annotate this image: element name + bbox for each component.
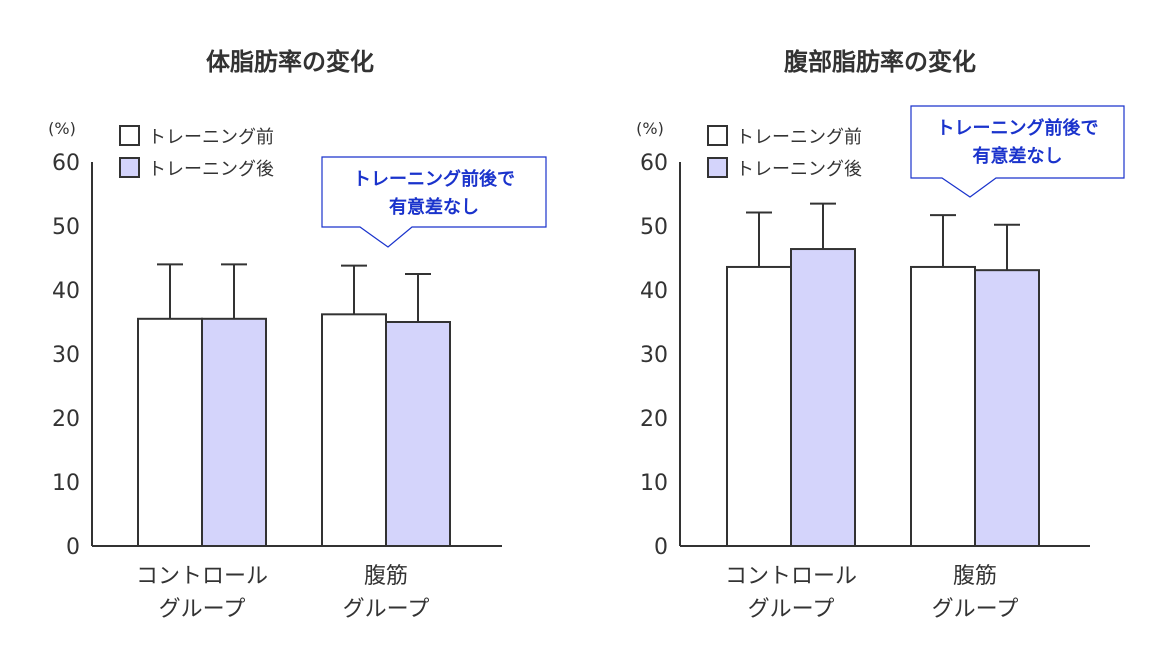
callout-text: トレーニング前後で	[937, 117, 1099, 139]
y-tick-label: 30	[52, 343, 80, 368]
bar-after	[974, 269, 1040, 547]
y-tick-label: 50	[52, 215, 80, 240]
y-tick-label: 60	[640, 151, 668, 176]
y-unit-label: (%)	[48, 119, 76, 138]
y-tick-label: 10	[640, 471, 668, 496]
bar-before	[726, 265, 792, 547]
callout-text: 有意差なし	[389, 196, 479, 218]
legend-swatch	[707, 125, 728, 146]
chart-title: 体脂肪率の変化	[206, 48, 374, 76]
y-unit-label: (%)	[636, 119, 664, 138]
y-tick-label: 60	[52, 151, 80, 176]
y-tick-label: 0	[66, 535, 80, 560]
bar-after	[790, 248, 856, 547]
bar-before	[910, 265, 976, 547]
bar-after	[201, 317, 267, 547]
chart-title: 腹部脂肪率の変化	[784, 48, 976, 76]
legend-label: トレーニング後	[148, 159, 274, 180]
callout-bubble	[910, 105, 1125, 198]
y-tick-label: 20	[640, 407, 668, 432]
legend-swatch	[707, 157, 728, 178]
y-tick-label: 40	[52, 279, 80, 304]
x-category-label: グループ	[932, 597, 1019, 622]
legend-label: トレーニング前	[148, 127, 274, 148]
bar-before	[137, 317, 203, 547]
x-category-label: 腹筋	[953, 564, 997, 589]
callout-bubble	[321, 156, 547, 248]
x-category-label: コントロール	[725, 564, 857, 589]
callout-text: トレーニング前後で	[353, 168, 515, 190]
y-tick-label: 40	[640, 279, 668, 304]
x-category-label: グループ	[343, 597, 430, 622]
legend-label: トレーニング前	[736, 127, 862, 148]
legend-swatch	[119, 157, 140, 178]
chart-panel-2: 腹部脂肪率の変化(%)0102030405060コントロールグループ腹筋グループ…	[636, 48, 1125, 622]
x-category-label: コントロール	[136, 564, 268, 589]
x-category-label: グループ	[748, 597, 835, 622]
bar-after	[385, 321, 451, 547]
legend-label: トレーニング後	[736, 159, 862, 180]
y-tick-label: 10	[52, 471, 80, 496]
y-tick-label: 30	[640, 343, 668, 368]
y-tick-label: 50	[640, 215, 668, 240]
bar-before	[321, 313, 387, 547]
y-tick-label: 20	[52, 407, 80, 432]
chart-panel-1: 体脂肪率の変化(%)0102030405060コントロールグループ腹筋グループト…	[48, 48, 547, 622]
callout-text: 有意差なし	[973, 145, 1063, 167]
y-tick-label: 0	[654, 535, 668, 560]
legend-swatch	[119, 125, 140, 146]
x-category-label: 腹筋	[364, 564, 408, 589]
x-category-label: グループ	[159, 597, 246, 622]
